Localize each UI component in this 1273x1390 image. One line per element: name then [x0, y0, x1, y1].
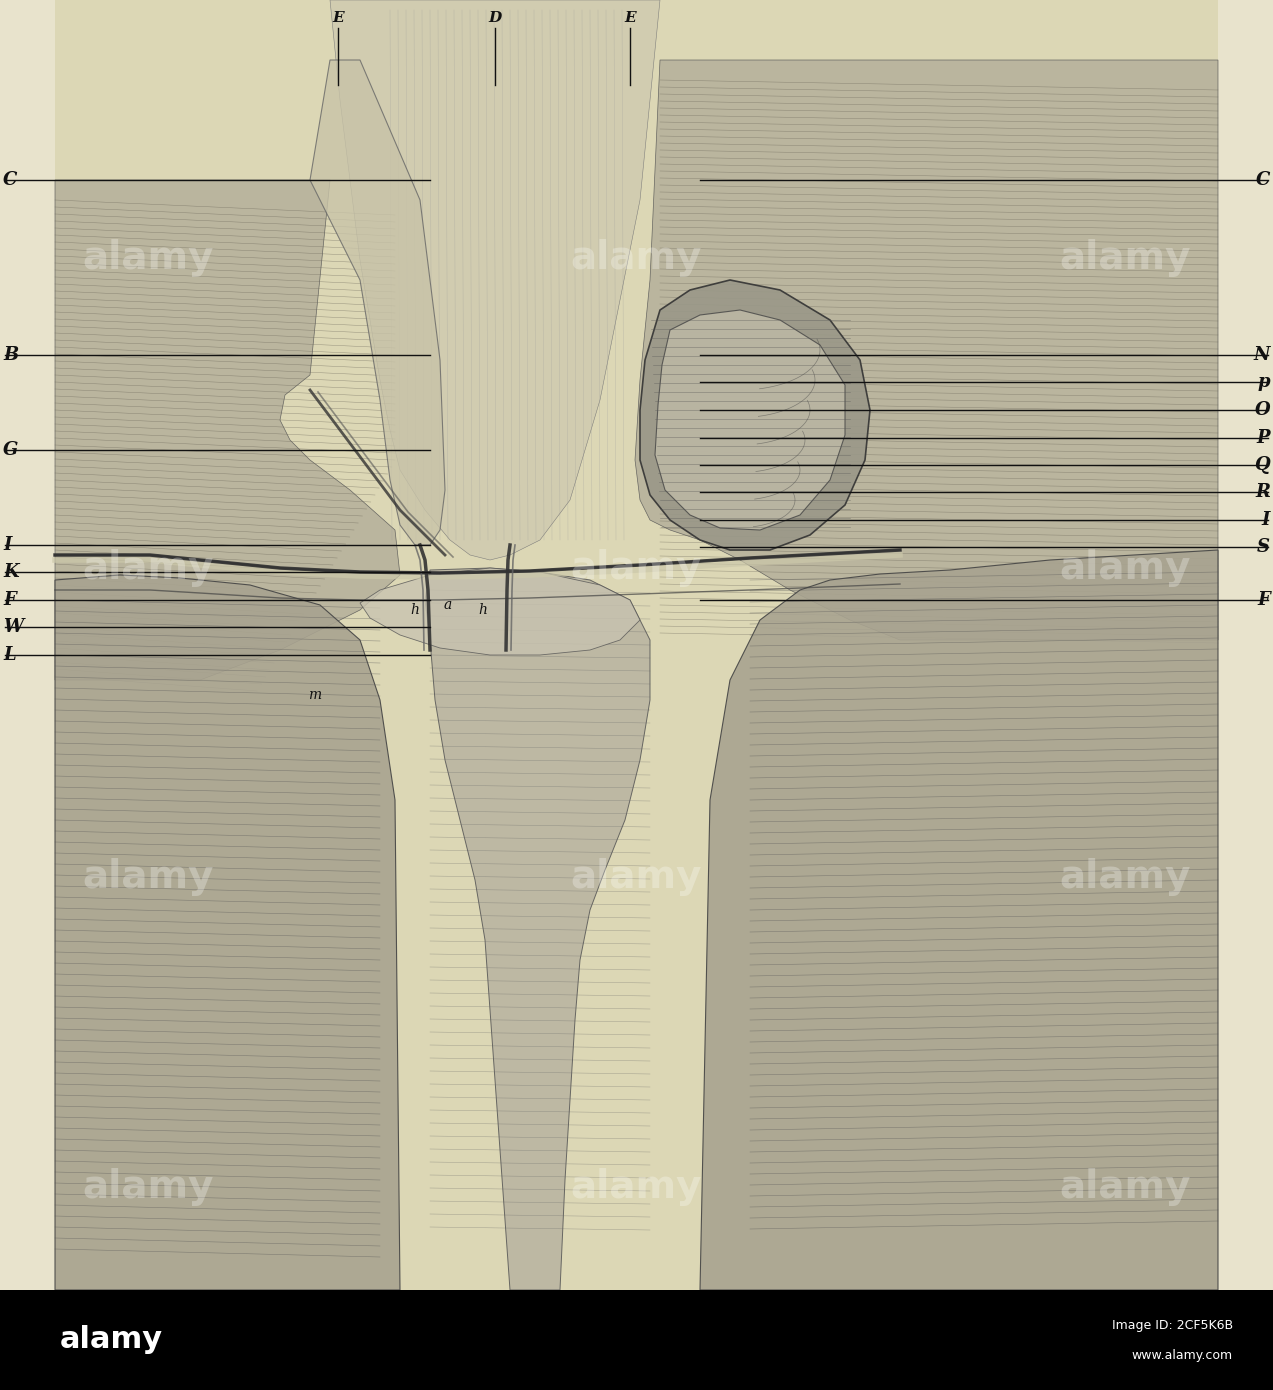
Polygon shape [55, 179, 400, 680]
Text: alamy: alamy [83, 549, 214, 587]
Polygon shape [311, 60, 446, 545]
Text: F: F [3, 591, 15, 609]
Text: I: I [3, 537, 11, 555]
Text: alamy: alamy [60, 1326, 163, 1354]
Text: alamy: alamy [83, 1168, 214, 1205]
Text: G: G [3, 441, 18, 459]
Text: O: O [1254, 400, 1270, 418]
Text: alamy: alamy [570, 239, 703, 277]
Text: K: K [3, 563, 19, 581]
Text: E: E [624, 11, 635, 25]
Polygon shape [700, 550, 1218, 1290]
Text: alamy: alamy [1059, 239, 1190, 277]
Text: B: B [3, 346, 18, 364]
Text: Image ID: 2CF5K6B: Image ID: 2CF5K6B [1111, 1319, 1234, 1332]
Text: a: a [444, 598, 452, 612]
Polygon shape [640, 279, 869, 550]
Text: alamy: alamy [1059, 549, 1190, 587]
Text: www.alamy.com: www.alamy.com [1132, 1348, 1234, 1361]
Text: alamy: alamy [570, 858, 703, 897]
Bar [0, 1290, 1273, 1390]
Text: h: h [479, 603, 488, 617]
Text: D: D [489, 11, 502, 25]
Text: alamy: alamy [1059, 1168, 1190, 1205]
Polygon shape [656, 310, 845, 530]
Text: h: h [411, 603, 419, 617]
Polygon shape [330, 0, 659, 560]
Text: alamy: alamy [570, 549, 703, 587]
Text: I: I [1262, 512, 1270, 530]
Text: W: W [3, 619, 23, 637]
Text: m: m [308, 688, 322, 702]
Polygon shape [360, 569, 640, 655]
Text: C: C [3, 171, 18, 189]
Text: P: P [1256, 430, 1270, 448]
Text: alamy: alamy [83, 239, 214, 277]
Text: p: p [1258, 373, 1270, 391]
Text: C: C [1255, 171, 1270, 189]
Text: Q: Q [1254, 456, 1270, 474]
Polygon shape [635, 60, 1218, 639]
Text: N: N [1254, 346, 1270, 364]
Text: alamy: alamy [1059, 858, 1190, 897]
Text: R: R [1255, 482, 1270, 500]
Text: F: F [1258, 591, 1270, 609]
Text: alamy: alamy [570, 1168, 703, 1205]
Text: S: S [1256, 538, 1270, 556]
Polygon shape [425, 569, 651, 1290]
Polygon shape [55, 575, 400, 1290]
Text: E: E [332, 11, 344, 25]
Text: L: L [3, 646, 15, 664]
Text: alamy: alamy [83, 858, 214, 897]
